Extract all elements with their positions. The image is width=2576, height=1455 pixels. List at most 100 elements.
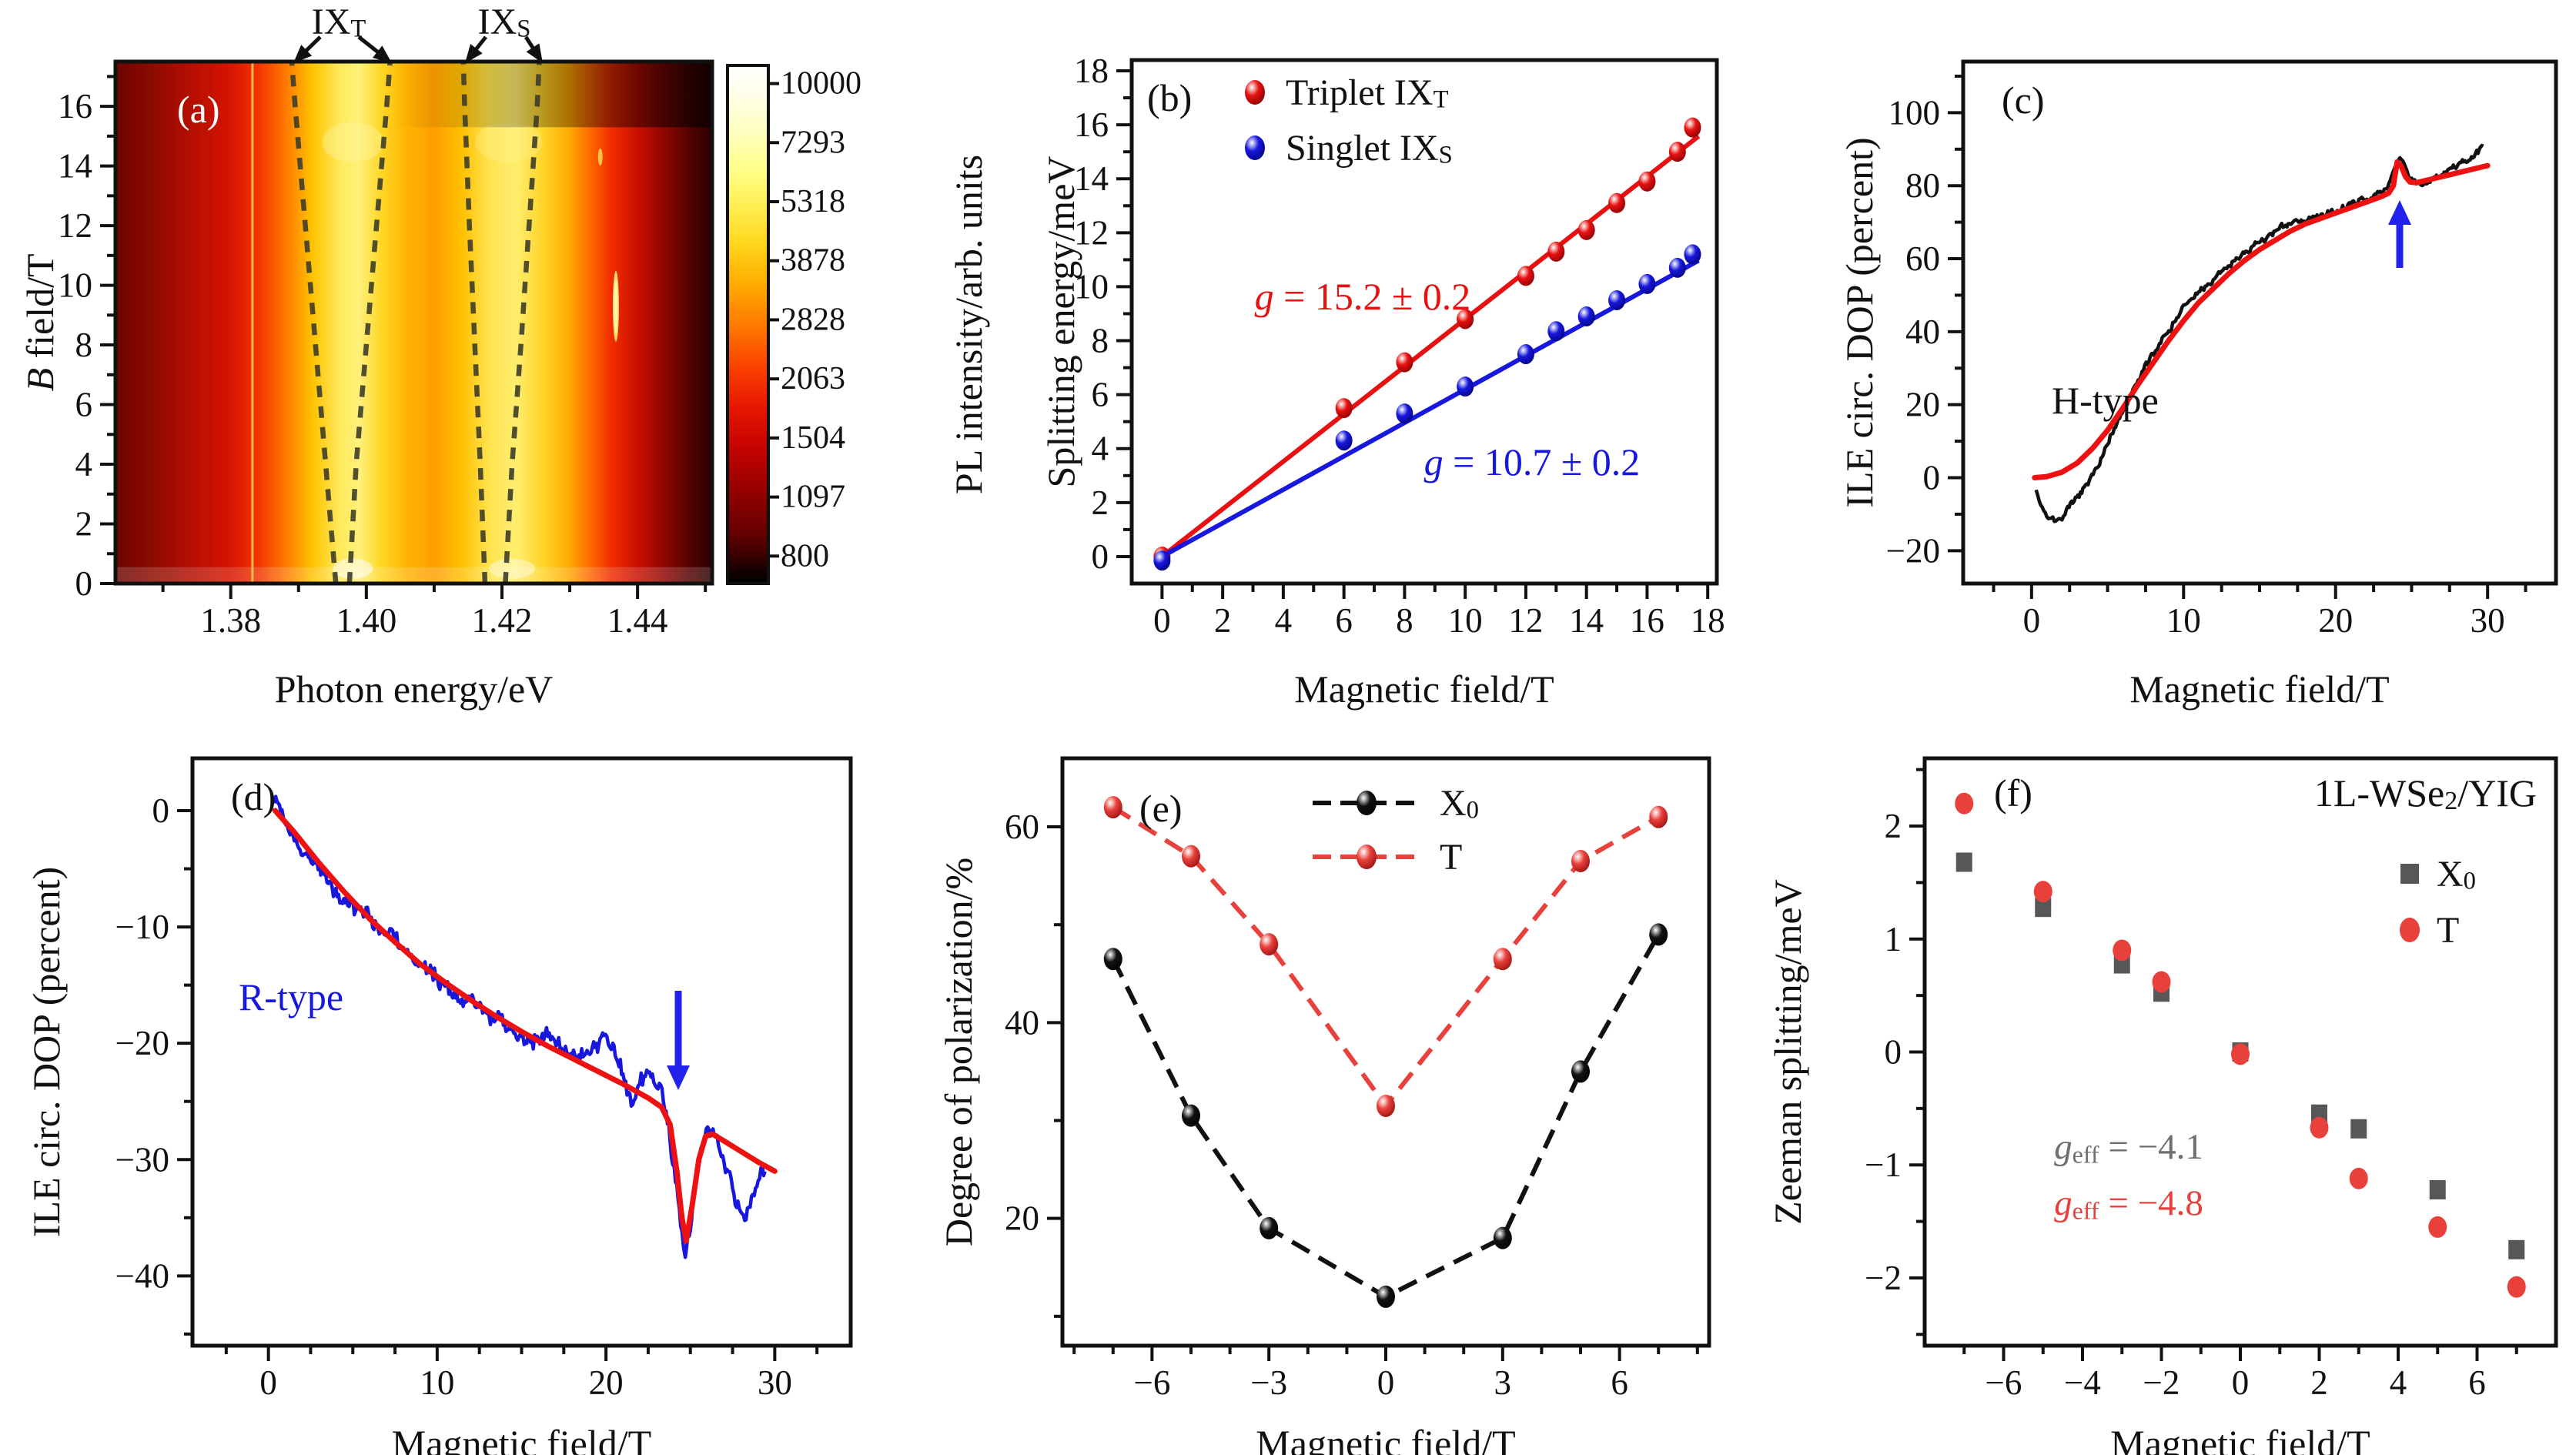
series-group	[1103, 796, 1668, 1308]
data-point	[1153, 550, 1171, 571]
x-tick-label: 30	[758, 1363, 792, 1402]
bright-spot	[322, 122, 384, 162]
label-ixs: IXS	[478, 2, 531, 43]
panel-f-xlabel: Magnetic field/T	[2110, 1422, 2370, 1455]
panel-e-chart: −6 −3 0 3 6 20 40 60 Magnetic field/T Degree of p…	[937, 756, 1711, 1455]
colorbar-tick-label: 2828	[781, 302, 845, 337]
y-tick-label: −20	[115, 1024, 169, 1062]
series-triplet-ixt	[1153, 117, 1701, 567]
legend-label: X0	[2437, 854, 2476, 895]
legend: X0 T	[2400, 854, 2476, 951]
y-tick-label: 10	[1074, 267, 1109, 306]
data-point	[1396, 352, 1413, 373]
data-point	[1668, 257, 1686, 278]
geff-x0: geff = −4.1	[2054, 1127, 2203, 1168]
panel-d-chart: 0 10 20 30 0 −10 −20 −30 −40 Magnetic field/T ILE …	[25, 756, 853, 1455]
x-tick-label: 4	[1275, 601, 1293, 640]
bright-spot	[597, 148, 603, 166]
series-h-type-data	[2034, 143, 2484, 523]
y-tick-label: 40	[1005, 1003, 1039, 1042]
data-point	[2113, 939, 2132, 962]
g-singlet: g = 10.7 ± 0.2	[1424, 440, 1641, 483]
y-tick-label: 2	[1092, 483, 1109, 522]
axes: 0 10 20 30 0 −10 −20 −30 −40 Magnetic field/T ILE …	[25, 756, 853, 1455]
x-tick-label: 0	[2232, 1363, 2250, 1402]
data-point	[1357, 791, 1377, 815]
y-tick-label: 16	[58, 87, 92, 125]
data-point	[1245, 135, 1265, 160]
heatmap	[115, 62, 712, 584]
y-tick-label: 0	[1923, 459, 1941, 497]
x-tick-label: 0	[1153, 601, 1171, 640]
x-tick-label: 2	[1214, 601, 1232, 640]
data-point	[1260, 1216, 1279, 1239]
y-tick-label: 14	[1074, 159, 1109, 198]
legend: Triplet IXT Singlet IXS	[1245, 72, 1453, 169]
g-triplet: g = 15.2 ± 0.2	[1255, 275, 1471, 318]
series-group	[1955, 792, 2526, 1298]
heatmap-overlay	[115, 567, 712, 584]
geff-t: geff = −4.8	[2054, 1183, 2203, 1224]
y-tick-label: 16	[1074, 105, 1109, 144]
y-tick-label: −10	[115, 908, 169, 946]
data-point	[1493, 948, 1512, 971]
x-tick-label: 6	[1611, 1363, 1628, 1402]
data-point	[1260, 933, 1279, 956]
data-point	[1181, 845, 1200, 868]
x-tick-label: 8	[1396, 601, 1413, 640]
bright-spot	[333, 558, 373, 579]
series-x0	[1103, 923, 1668, 1308]
series-singlet-ixs	[1153, 244, 1701, 571]
data-point-square	[2429, 1180, 2446, 1200]
x-tick-label: 6	[1335, 601, 1353, 640]
y-tick-label: −20	[1886, 531, 1940, 570]
panel-a-ylabel: B field/T	[18, 253, 62, 391]
peak-trace-IXS-left	[460, 62, 488, 584]
colorbar-tick-label: 2063	[781, 361, 845, 396]
axes: −6 −3 0 3 6 20 40 60 Magnetic field/T Degree of p…	[937, 756, 1711, 1455]
data-point	[1457, 309, 1474, 329]
data-point	[1357, 845, 1377, 869]
y-tick-label: 18	[1074, 52, 1109, 90]
y-tick-label: −30	[115, 1140, 169, 1179]
legend-label: Singlet IXS	[1286, 128, 1453, 169]
x-tick-label: −6	[1133, 1363, 1170, 1402]
noisy-curve	[272, 794, 767, 1259]
fit-curve	[272, 808, 778, 1244]
y-tick-label: 0	[75, 564, 93, 603]
x-tick-label: −6	[1986, 1363, 2022, 1402]
bright-spot	[474, 122, 543, 162]
y-tick-label: 4	[1092, 430, 1109, 468]
panel-b-ylabel: Splitting energy/meV	[1039, 156, 1082, 488]
colorbar: 10000 7293 5318 3878 2828 2063 1504 1097 800 PL i…	[726, 64, 990, 585]
panel-b-xlabel: Magnetic field/T	[1294, 667, 1554, 711]
panel-e-xlabel: Magnetic field/T	[1256, 1422, 1515, 1455]
x-tick-label: 0	[1377, 1363, 1395, 1402]
data-point	[1649, 805, 1668, 828]
series-h-type-fit	[2032, 159, 2491, 481]
y-tick-label: 40	[1905, 313, 1940, 351]
x-tick-label: 20	[589, 1363, 624, 1402]
panel-f-letter: (f)	[1994, 771, 2032, 814]
series-group	[1153, 117, 1701, 571]
data-point	[1517, 344, 1534, 365]
data-point	[2428, 1216, 2447, 1238]
y-tick-label: 20	[1005, 1199, 1039, 1238]
data-point	[1571, 850, 1591, 873]
arrow-head	[2388, 200, 2411, 225]
data-point-square	[2350, 1119, 2367, 1139]
data-point	[1457, 376, 1474, 397]
series-line	[1160, 258, 1700, 559]
data-point	[1377, 1094, 1395, 1117]
axes: 0 10 20 30 −20 0 20 40 60 80 100 Magnetic field/T IL…	[1838, 59, 2558, 711]
arrow-line	[473, 35, 487, 52]
data-point-square	[2508, 1239, 2525, 1259]
legend-label: X0	[1440, 783, 1479, 824]
x-tick-label: 30	[2471, 601, 2505, 640]
legend-label: T	[2437, 910, 2459, 951]
data-point	[1638, 171, 1656, 192]
data-point	[1571, 1060, 1591, 1083]
data-point	[1335, 398, 1353, 419]
panel-d-xlabel: Magnetic field/T	[392, 1422, 651, 1455]
